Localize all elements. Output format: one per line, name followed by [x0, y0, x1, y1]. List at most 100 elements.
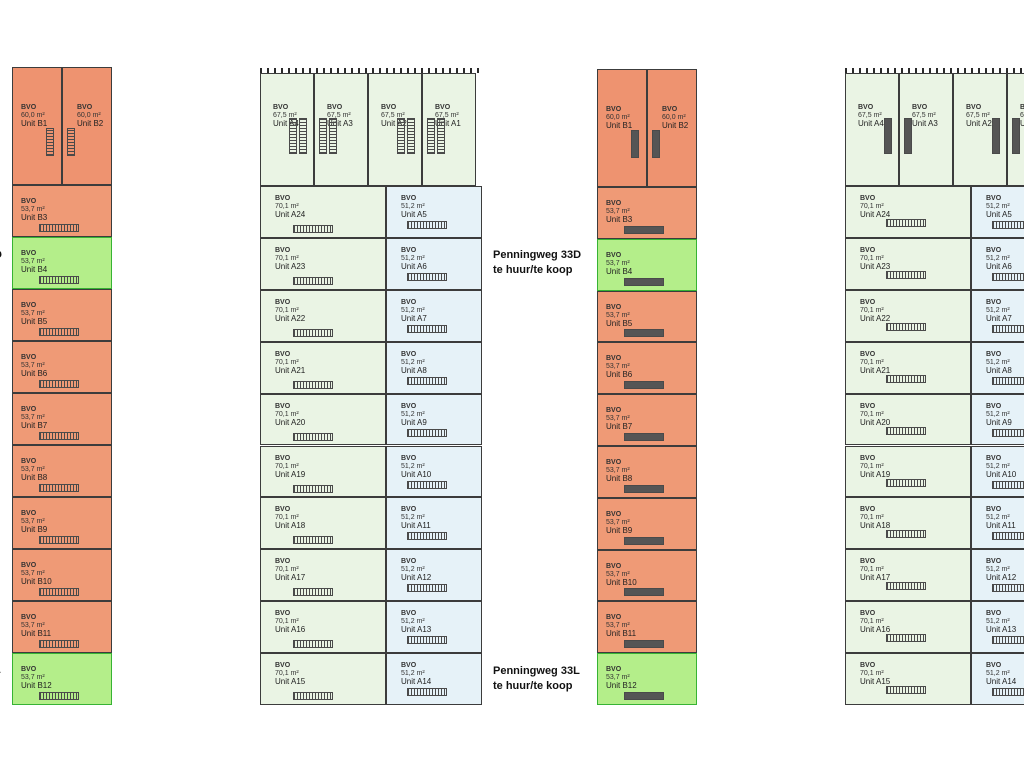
unit-unit-a3[interactable]: BVO 67,5 m² Unit A3 [314, 73, 368, 186]
unit-name: Unit B11 [21, 629, 52, 638]
unit-unit-a5[interactable]: BVO 51,2 m² Unit A5 [386, 186, 482, 238]
unit-unit-a4[interactable]: BVO 67,5 m² Unit A4 [260, 73, 314, 186]
unit-unit-a10[interactable]: BVO 51,2 m² Unit A10 [971, 445, 1024, 498]
unit-unit-a16[interactable]: BVO 70,1 m² Unit A16 [260, 601, 386, 654]
unit-unit-b3[interactable]: BVO 53,7 m² Unit B3 [12, 185, 112, 237]
stair-icon [886, 478, 926, 487]
unit-unit-a14[interactable]: BVO 51,2 m² Unit A14 [386, 653, 482, 705]
unit-unit-b5[interactable]: BVO 53,7 m² Unit B5 [12, 289, 112, 341]
unit-name: Unit A24 [275, 210, 306, 219]
unit-unit-a17[interactable]: BVO 70,1 m² Unit A17 [845, 549, 971, 602]
unit-label: BVO 70,1 m² Unit A24 [275, 195, 305, 219]
unit-unit-b4[interactable]: BVO 53,7 m² Unit B4 [597, 238, 697, 291]
unit-unit-a15[interactable]: BVO 70,1 m² Unit A15 [260, 653, 386, 705]
unit-unit-b12[interactable]: BVO 53,7 m² Unit B12 [12, 653, 112, 705]
unit-unit-a21[interactable]: BVO 70,1 m² Unit A21 [260, 341, 386, 394]
unit-unit-a7[interactable]: BVO 51,2 m² Unit A7 [971, 289, 1024, 342]
unit-unit-a15[interactable]: BVO 70,1 m² Unit A15 [845, 653, 971, 705]
unit-unit-b6[interactable]: BVO 53,7 m² Unit B6 [597, 342, 697, 395]
unit-area: 51,2 m² [986, 358, 1010, 366]
unit-unit-b1[interactable]: BVO 60,0 m² Unit B1 [12, 67, 62, 185]
unit-label: BVO 60,0 m² Unit B2 [662, 106, 688, 130]
unit-unit-b8[interactable]: BVO 53,7 m² Unit B8 [597, 446, 697, 498]
unit-unit-b9[interactable]: BVO 53,7 m² Unit B9 [597, 497, 697, 550]
stair-icon [39, 588, 79, 596]
unit-unit-a10[interactable]: BVO 51,2 m² Unit A10 [386, 445, 482, 498]
unit-unit-b2[interactable]: BVO 60,0 m² Unit B2 [647, 69, 697, 187]
unit-unit-b10[interactable]: BVO 53,7 m² Unit B10 [12, 549, 112, 601]
unit-unit-a13[interactable]: BVO 51,2 m² Unit A13 [386, 601, 482, 654]
unit-unit-a18[interactable]: BVO 70,1 m² Unit A18 [845, 497, 971, 550]
unit-unit-a16[interactable]: BVO 70,1 m² Unit A16 [845, 601, 971, 654]
unit-unit-b3[interactable]: BVO 53,7 m² Unit B3 [597, 187, 697, 239]
unit-unit-b11[interactable]: BVO 53,7 m² Unit B11 [597, 601, 697, 654]
stair-icon [407, 480, 447, 489]
unit-unit-b6[interactable]: BVO 53,7 m² Unit B6 [12, 341, 112, 393]
unit-unit-a19[interactable]: BVO 70,1 m² Unit A19 [845, 445, 971, 498]
unit-unit-a20[interactable]: BVO 70,1 m² Unit A20 [260, 393, 386, 446]
unit-unit-a23[interactable]: BVO 70,1 m² Unit A23 [845, 237, 971, 290]
stair-icon [992, 324, 1024, 333]
unit-unit-a12[interactable]: BVO 51,2 m² Unit A12 [386, 549, 482, 602]
unit-unit-a8[interactable]: BVO 51,2 m² Unit A8 [971, 341, 1024, 394]
unit-unit-a21[interactable]: BVO 70,1 m² Unit A21 [845, 341, 971, 394]
unit-name: Unit A18 [860, 521, 891, 531]
unit-unit-a2[interactable]: BVO 67,5 m² Unit A2 [953, 73, 1007, 186]
unit-unit-b1[interactable]: BVO 60,0 m² Unit B1 [597, 69, 647, 187]
unit-unit-a5[interactable]: BVO 51,2 m² Unit A5 [971, 186, 1024, 238]
unit-bvo-label: BVO [986, 298, 1002, 306]
unit-unit-a11[interactable]: BVO 51,2 m² Unit A11 [386, 497, 482, 550]
unit-unit-b2[interactable]: BVO 60,0 m² Unit B2 [62, 67, 112, 185]
unit-unit-a11[interactable]: BVO 51,2 m² Unit A11 [971, 497, 1024, 550]
unit-unit-a6[interactable]: BVO 51,2 m² Unit A6 [971, 237, 1024, 290]
unit-unit-a4[interactable]: BVO 67,5 m² Unit A4 [845, 73, 899, 186]
unit-unit-b4[interactable]: BVO 53,7 m² Unit B4 [12, 237, 112, 289]
stair-icon [293, 536, 333, 545]
stair-icon [39, 276, 79, 284]
unit-area: 53,7 m² [21, 258, 45, 265]
unit-unit-a23[interactable]: BVO 70,1 m² Unit A23 [260, 237, 386, 290]
unit-unit-a24[interactable]: BVO 70,1 m² Unit A24 [845, 186, 971, 238]
stair-icon [39, 224, 79, 232]
unit-unit-a6[interactable]: BVO 51,2 m² Unit A6 [386, 237, 482, 290]
unit-unit-a14[interactable]: BVO 51,2 m² Unit A14 [971, 653, 1024, 705]
unit-unit-a24[interactable]: BVO 70,1 m² Unit A24 [260, 186, 386, 238]
unit-unit-b11[interactable]: BVO 53,7 m² Unit B11 [12, 601, 112, 653]
unit-unit-a17[interactable]: BVO 70,1 m² Unit A17 [260, 549, 386, 602]
stair-icon [992, 480, 1024, 489]
unit-unit-a20[interactable]: BVO 70,1 m² Unit A20 [845, 393, 971, 446]
unit-unit-b7[interactable]: BVO 53,7 m² Unit B7 [597, 394, 697, 446]
unit-unit-a22[interactable]: BVO 70,1 m² Unit A22 [845, 289, 971, 342]
unit-label: BVO 53,7 m² Unit B9 [21, 510, 47, 534]
unit-name: Unit A10 [401, 469, 432, 479]
unit-unit-b8[interactable]: BVO 53,7 m² Unit B8 [12, 445, 112, 497]
unit-unit-a3[interactable]: BVO 67,5 m² Unit A3 [899, 73, 953, 186]
unit-unit-a9[interactable]: BVO 51,2 m² Unit A9 [386, 393, 482, 446]
unit-unit-b5[interactable]: BVO 53,7 m² Unit B5 [597, 290, 697, 343]
unit-bvo-label: BVO [986, 246, 1002, 254]
stair-icon [39, 484, 79, 492]
unit-unit-a7[interactable]: BVO 51,2 m² Unit A7 [386, 289, 482, 342]
unit-unit-a8[interactable]: BVO 51,2 m² Unit A8 [386, 341, 482, 394]
unit-unit-a9[interactable]: BVO 51,2 m² Unit A9 [971, 393, 1024, 446]
unit-unit-a18[interactable]: BVO 70,1 m² Unit A18 [260, 497, 386, 550]
stair-icon [992, 428, 1024, 437]
unit-bvo-label: BVO [860, 610, 876, 618]
unit-name: Unit A3 [912, 119, 938, 128]
stair-icon [46, 128, 54, 156]
stair-icon [407, 376, 447, 385]
unit-unit-a2[interactable]: BVO 67,5 m² Unit A2 [368, 73, 422, 186]
unit-unit-a13[interactable]: BVO 51,2 m² Unit A13 [971, 601, 1024, 654]
unit-unit-a22[interactable]: BVO 70,1 m² Unit A22 [260, 289, 386, 342]
unit-unit-a19[interactable]: BVO 70,1 m² Unit A19 [260, 445, 386, 498]
unit-unit-b7[interactable]: BVO 53,7 m² Unit B7 [12, 393, 112, 445]
unit-unit-b12[interactable]: BVO 53,7 m² Unit B12 [597, 653, 697, 705]
stair-icon [624, 432, 664, 441]
unit-unit-b9[interactable]: BVO 53,7 m² Unit B9 [12, 497, 112, 549]
stair-icon [289, 118, 297, 154]
unit-unit-a12[interactable]: BVO 51,2 m² Unit A12 [971, 549, 1024, 602]
unit-unit-b10[interactable]: BVO 53,7 m² Unit B10 [597, 549, 697, 602]
unit-bvo-label: BVO [401, 506, 417, 514]
